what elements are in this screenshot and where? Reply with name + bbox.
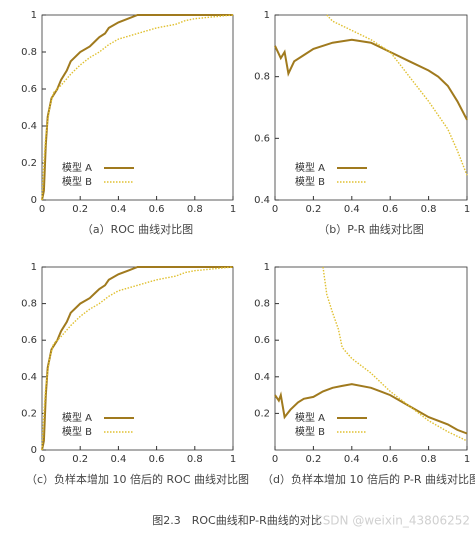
y-tick-label: 0.6 [21, 84, 37, 95]
chart-caption: （c）负样本增加 10 倍后的 ROC 曲线对比图 [26, 472, 249, 486]
chart-caption: （a）ROC 曲线对比图 [82, 222, 193, 236]
plot-frame [274, 266, 468, 451]
y-tick-label: 0.6 [254, 335, 270, 346]
x-tick-label: 0.2 [305, 204, 321, 215]
y-tick-label: 0.6 [254, 133, 270, 144]
legend-label: 模型 A [62, 411, 92, 424]
y-tick-label: 0.6 [21, 335, 37, 346]
x-tick-label: 1 [230, 204, 236, 215]
y-tick-label: 0.4 [254, 372, 270, 383]
x-tick-label: 1 [464, 454, 470, 465]
series-line [41, 266, 233, 451]
legend-label: 模型 B [62, 425, 92, 438]
series-line [41, 14, 233, 201]
legend-label: 模型 A [295, 411, 325, 424]
y-tick-label: 0.8 [21, 47, 37, 58]
y-tick-label: 0.8 [21, 299, 37, 310]
y-tick-label: 0.4 [21, 121, 37, 132]
y-tick-label: 0.4 [21, 372, 37, 383]
y-tick-label: 0.8 [254, 72, 270, 83]
x-tick-label: 0 [272, 454, 278, 465]
x-tick-label: 0.8 [187, 204, 203, 215]
watermark: CSDN @weixin_43806252 [314, 514, 470, 528]
x-tick-label: 1 [464, 204, 470, 215]
series-line [41, 266, 234, 451]
y-tick-label: 0 [31, 195, 37, 206]
y-tick-label: 0.8 [254, 299, 270, 310]
x-tick-label: 0.8 [187, 454, 203, 465]
y-tick-label: 1 [264, 10, 270, 21]
figure-caption: 图2.3 ROC曲线和P-R曲线的对比 [152, 513, 321, 527]
x-tick-label: 0 [39, 454, 45, 465]
y-tick-label: 1 [264, 262, 270, 273]
x-tick-label: 0.8 [421, 204, 437, 215]
y-tick-label: 0.4 [254, 195, 270, 206]
x-tick-label: 0.4 [344, 454, 360, 465]
series-line [41, 14, 234, 201]
x-tick-label: 0.4 [344, 204, 360, 215]
x-tick-label: 0.2 [72, 454, 88, 465]
chart-caption: （b）P-R 曲线对比图 [318, 222, 423, 236]
x-tick-label: 0.8 [421, 454, 437, 465]
legend-label: 模型 B [295, 425, 325, 438]
x-tick-label: 0.6 [149, 454, 165, 465]
y-tick-label: 1 [31, 262, 37, 273]
plot-frame [274, 14, 468, 201]
x-tick-label: 0.4 [110, 454, 126, 465]
legend-label: 模型 B [62, 175, 92, 188]
x-tick-label: 0.6 [382, 204, 398, 215]
series-line [326, 14, 468, 176]
y-tick-label: 0.2 [21, 158, 37, 169]
x-tick-label: 0.2 [72, 204, 88, 215]
legend-label: 模型 A [62, 161, 92, 174]
y-tick-label: 1 [31, 10, 37, 21]
series-line [274, 38, 468, 121]
legend-label: 模型 A [295, 161, 325, 174]
x-tick-label: 1 [230, 454, 236, 465]
y-tick-label: 0.2 [21, 408, 37, 419]
x-tick-label: 0.6 [149, 204, 165, 215]
x-tick-label: 0.6 [382, 454, 398, 465]
series-line [274, 383, 468, 435]
legend-label: 模型 B [295, 175, 325, 188]
series-line [322, 266, 468, 442]
y-tick-label: 0.2 [254, 408, 270, 419]
chart-caption: （d）负样本增加 10 倍后的 P-R 曲线对比图 [262, 472, 475, 486]
x-tick-label: 0 [272, 204, 278, 215]
y-tick-label: 0 [31, 445, 37, 456]
x-tick-label: 0.4 [110, 204, 126, 215]
x-tick-label: 0 [39, 204, 45, 215]
x-tick-label: 0.2 [305, 454, 321, 465]
